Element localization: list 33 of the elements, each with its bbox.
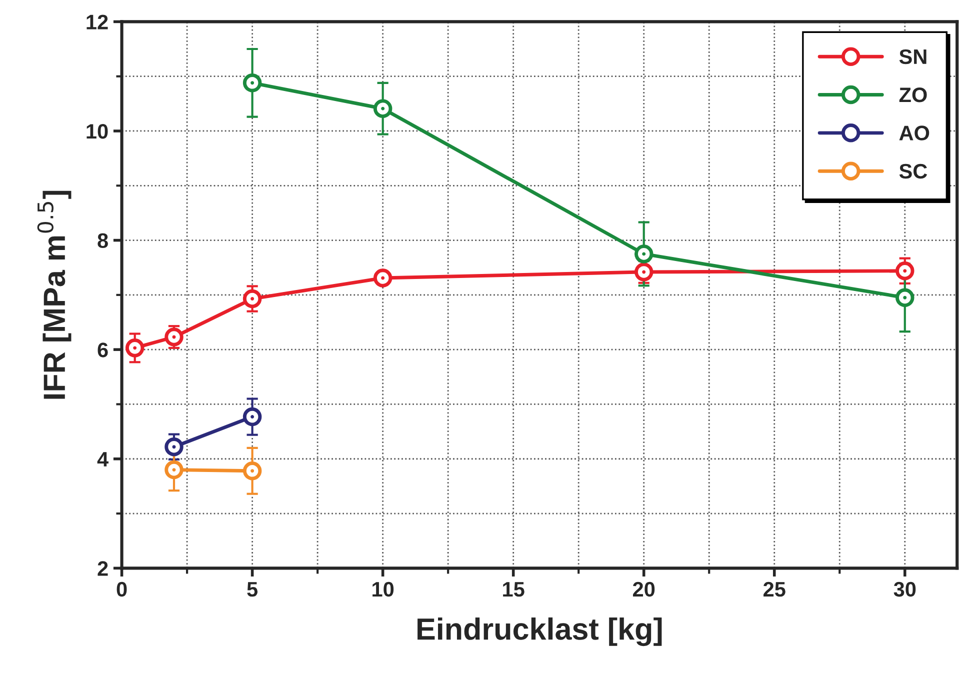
x-axis-title: Eindrucklast [kg] [418,617,662,646]
x-tick-label: 20 [632,582,655,597]
legend-label: SN [899,49,926,64]
y-tick-label: 2 [98,561,108,576]
x-tick-label: 25 [764,582,786,597]
point [896,262,914,280]
point [634,262,654,282]
x-tick-label: 15 [503,582,524,597]
point [125,338,144,358]
point [242,462,262,480]
point [242,74,262,92]
y-axis-title: IFR [MPa m$^{0.5}$] [37,190,72,399]
y-tick-label: 8 [98,233,108,248]
x-tick-label: 5 [247,582,258,597]
y-tick-label: 12 [86,14,108,30]
point [242,289,262,308]
point [164,460,184,480]
point [164,328,184,346]
legend-label: AO [899,126,930,140]
x-tick-label: 30 [894,582,916,597]
point [373,99,392,118]
y-tick-label: 4 [97,452,108,466]
point [164,437,184,456]
point [896,288,914,308]
y-tick-label: 6 [98,342,108,358]
y-tick-label: 10 [86,124,108,139]
legend-label: SC [899,164,928,179]
x-tick-label: 10 [372,582,394,597]
point [242,407,262,426]
point [373,268,392,288]
x-tick-label: 0 [116,582,127,597]
point [634,244,654,264]
legend-label: ZO [899,88,927,102]
